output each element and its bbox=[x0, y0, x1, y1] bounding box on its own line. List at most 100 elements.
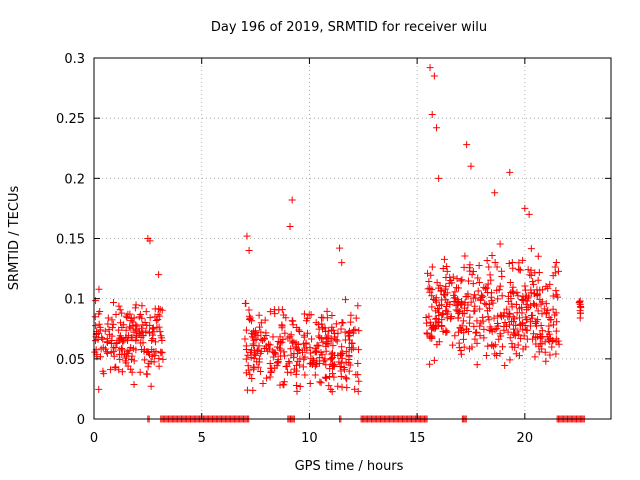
data-point bbox=[347, 311, 355, 319]
data-point bbox=[428, 111, 436, 119]
y-axis-label: SRMTID / TECUs bbox=[7, 186, 22, 291]
data-point bbox=[460, 310, 468, 318]
data-point bbox=[471, 302, 479, 310]
data-point bbox=[95, 320, 103, 328]
data-point bbox=[99, 367, 107, 375]
data-point bbox=[476, 322, 484, 330]
x-axis-label: GPS time / hours bbox=[295, 459, 404, 474]
data-point bbox=[546, 337, 554, 345]
data-point bbox=[475, 278, 483, 286]
data-point bbox=[136, 368, 144, 376]
data-point bbox=[249, 340, 257, 348]
data-point bbox=[481, 285, 489, 293]
data-point bbox=[469, 294, 477, 302]
data-point bbox=[133, 322, 141, 330]
data-point bbox=[526, 302, 534, 310]
data-point bbox=[120, 321, 128, 329]
data-point bbox=[108, 324, 116, 332]
data-point bbox=[245, 366, 253, 374]
data-point bbox=[153, 323, 161, 331]
data-point bbox=[250, 330, 258, 338]
data-point bbox=[484, 307, 492, 315]
data-point bbox=[252, 351, 260, 359]
data-point bbox=[288, 337, 296, 345]
data-point bbox=[96, 326, 104, 334]
data-point bbox=[531, 353, 539, 361]
data-point bbox=[544, 306, 552, 314]
data-point bbox=[521, 321, 529, 329]
data-point bbox=[522, 326, 530, 334]
data-point bbox=[511, 343, 519, 351]
data-point bbox=[485, 300, 493, 308]
data-point bbox=[514, 292, 522, 300]
data-point bbox=[506, 356, 514, 364]
data-point bbox=[293, 387, 301, 395]
data-point bbox=[519, 296, 527, 304]
data-point bbox=[552, 309, 560, 317]
data-point bbox=[273, 358, 281, 366]
data-point bbox=[498, 292, 506, 300]
data-point bbox=[246, 316, 254, 324]
data-point bbox=[529, 335, 537, 343]
data-point bbox=[355, 346, 363, 354]
data-point bbox=[552, 259, 560, 267]
data-point bbox=[443, 328, 451, 336]
data-point bbox=[463, 325, 471, 333]
data-point bbox=[454, 314, 462, 322]
data-point bbox=[522, 313, 530, 321]
data-point bbox=[489, 299, 497, 307]
data-point bbox=[517, 335, 525, 343]
data-point bbox=[95, 385, 103, 393]
data-point bbox=[329, 349, 337, 357]
data-point bbox=[146, 314, 154, 322]
data-point bbox=[519, 256, 527, 264]
data-point bbox=[299, 363, 307, 371]
data-point bbox=[118, 350, 126, 358]
data-point bbox=[95, 285, 103, 293]
data-point bbox=[484, 313, 492, 321]
data-point bbox=[475, 262, 483, 270]
data-point bbox=[277, 352, 285, 360]
data-point bbox=[256, 349, 264, 357]
data-point bbox=[118, 344, 126, 352]
data-point bbox=[139, 339, 147, 347]
data-point bbox=[287, 331, 295, 339]
data-point bbox=[531, 319, 539, 327]
data-point bbox=[458, 276, 466, 284]
data-point bbox=[123, 314, 131, 322]
data-point bbox=[241, 335, 249, 343]
data-point bbox=[530, 330, 538, 338]
data-point bbox=[515, 265, 523, 273]
y-tick-label: 0.25 bbox=[56, 112, 85, 127]
data-point bbox=[144, 348, 152, 356]
data-point bbox=[266, 308, 274, 316]
data-point bbox=[92, 337, 100, 345]
data-point bbox=[530, 301, 538, 309]
data-point bbox=[516, 320, 524, 328]
data-point bbox=[527, 266, 535, 274]
data-point bbox=[142, 327, 150, 335]
data-point bbox=[96, 308, 104, 316]
data-point bbox=[278, 321, 286, 329]
data-point bbox=[284, 368, 292, 376]
data-point bbox=[442, 274, 450, 282]
data-point bbox=[460, 343, 468, 351]
data-point bbox=[335, 358, 343, 366]
data-point bbox=[544, 328, 552, 336]
data-point bbox=[148, 336, 156, 344]
data-point bbox=[451, 288, 459, 296]
data-point bbox=[470, 322, 478, 330]
data-point bbox=[347, 318, 355, 326]
data-point bbox=[107, 339, 115, 347]
data-point bbox=[345, 367, 353, 375]
data-point bbox=[502, 322, 510, 330]
data-point bbox=[292, 382, 300, 390]
data-point bbox=[343, 375, 351, 383]
data-point bbox=[443, 263, 451, 271]
data-point bbox=[296, 327, 304, 335]
data-point bbox=[246, 348, 254, 356]
data-point bbox=[337, 351, 345, 359]
data-point bbox=[441, 285, 449, 293]
data-point bbox=[542, 357, 550, 365]
